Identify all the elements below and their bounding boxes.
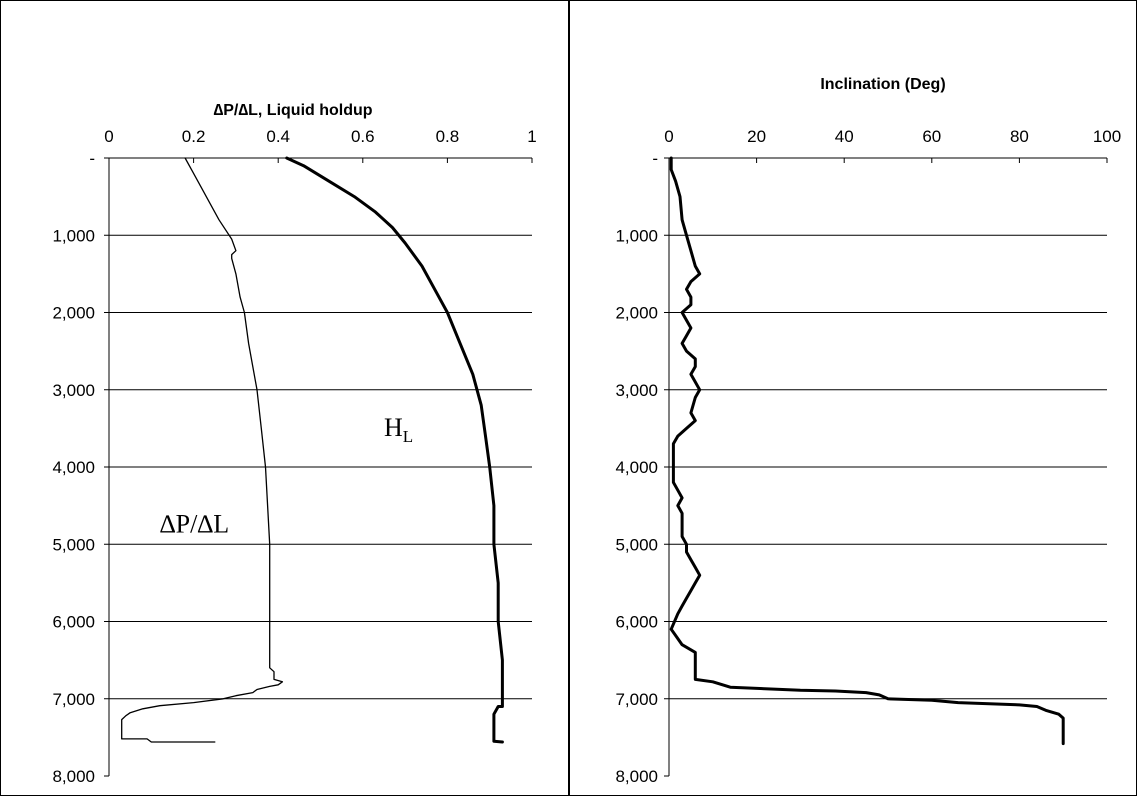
y-tick-label: 8,000 [52, 767, 95, 786]
x-tick-label: 80 [1010, 127, 1029, 146]
x-tick-label: 0 [664, 127, 673, 146]
x-tick-label: 0.6 [351, 127, 375, 146]
annotation-subscript: L [403, 427, 413, 446]
dp-holdup-chart: ∆P/∆L, Liquid holdup - 1,000 2,000 3,000 4,00… [52, 102, 536, 786]
chart-title: Inclination (Deg) [820, 76, 945, 93]
annotation-dpdl: ∆P/∆L [160, 510, 229, 539]
y-tick-label: 5,000 [52, 535, 95, 554]
y-tick-label: 7,000 [52, 690, 95, 709]
y-tick-label: 6,000 [615, 613, 658, 632]
x-tick-label: 20 [747, 127, 766, 146]
y-tick-label: 4,000 [52, 458, 95, 477]
inclination-chart-panel: Inclination (Deg) - 1,000 2,000 3,000 4,000 5,… [569, 0, 1137, 796]
x-tick-label: 0.2 [182, 127, 206, 146]
series-line-holdup [285, 156, 504, 744]
y-tick-label: 1,000 [52, 226, 95, 245]
annotation-text: ∆P/∆L [160, 510, 229, 539]
y-tick-label: 2,000 [52, 304, 95, 323]
y-tick-label: - [652, 149, 658, 168]
y-tick-label: 7,000 [615, 690, 658, 709]
x-tick-label: 100 [1093, 127, 1121, 146]
y-tick-label: 4,000 [615, 458, 658, 477]
y-tick-label: 3,000 [52, 381, 95, 400]
y-tick-label: 3,000 [615, 381, 658, 400]
annotation-text: H [384, 413, 403, 442]
series-line-inclination [669, 156, 1065, 746]
x-tick-label: 40 [835, 127, 854, 146]
y-tick-label: 1,000 [615, 226, 658, 245]
y-tick-label: 2,000 [615, 304, 658, 323]
y-tick-label: 8,000 [615, 767, 658, 786]
y-tick-label: 6,000 [52, 613, 95, 632]
x-tick-label: 0.4 [266, 127, 290, 146]
chart-title: ∆P/∆L, Liquid holdup [213, 102, 372, 119]
x-tick-label: 0 [104, 127, 113, 146]
inclination-chart: Inclination (Deg) - 1,000 2,000 3,000 4,000 5,… [615, 76, 1121, 786]
x-tick-label: 60 [922, 127, 941, 146]
x-tick-label: 0.8 [436, 127, 460, 146]
x-tick-label: 1 [527, 127, 536, 146]
annotation-hl: HL [384, 413, 413, 446]
series-line-dpdl [121, 157, 284, 743]
y-tick-label: - [89, 149, 95, 168]
y-tick-label: 5,000 [615, 535, 658, 554]
dp-holdup-chart-panel: ∆P/∆L, Liquid holdup - 1,000 2,000 3,000 4,00… [0, 0, 569, 796]
